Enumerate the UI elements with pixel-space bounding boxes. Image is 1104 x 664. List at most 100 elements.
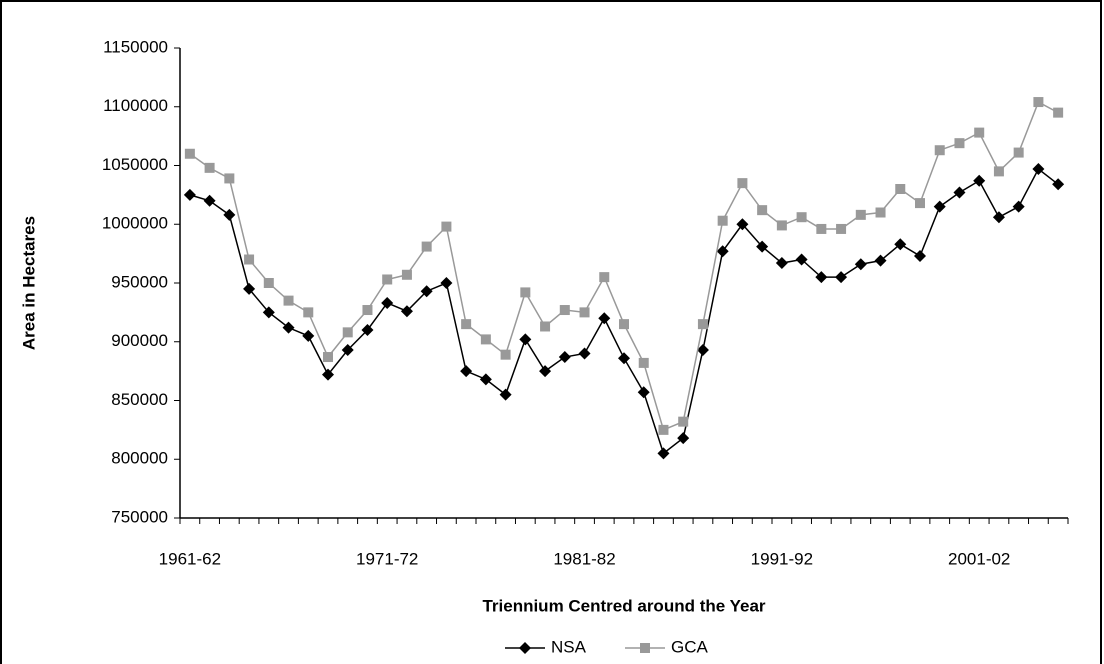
y-tick-label: 1100000 [103, 96, 168, 115]
data-point [974, 127, 985, 138]
data-point [579, 307, 590, 318]
data-point [933, 200, 946, 213]
data-point [598, 312, 611, 325]
data-point [697, 319, 708, 330]
data-point [204, 162, 215, 173]
data-point [737, 178, 748, 189]
data-point [795, 253, 808, 266]
data-point [361, 324, 374, 336]
data-point [855, 209, 866, 220]
data-point [323, 352, 333, 363]
data-point [717, 215, 728, 226]
x-tick-label: 1971-72 [356, 549, 418, 568]
data-point [1012, 200, 1025, 213]
x-tick-label: 2001-02 [948, 549, 1010, 568]
data-point [757, 205, 768, 216]
data-point [558, 351, 571, 364]
data-point [894, 238, 907, 251]
data-point [283, 295, 294, 306]
data-point [499, 388, 512, 401]
data-point [1053, 107, 1064, 118]
data-point [243, 282, 256, 295]
data-point [262, 306, 275, 319]
data-point [836, 223, 847, 234]
legend-marker [519, 642, 531, 654]
data-point [619, 319, 629, 330]
data-point [184, 148, 195, 159]
data-point [559, 305, 570, 316]
data-point [578, 347, 591, 360]
data-point [796, 212, 807, 223]
data-point [382, 274, 393, 285]
data-point [244, 254, 255, 265]
data-point [540, 321, 551, 332]
data-point [400, 305, 413, 318]
data-point [953, 186, 966, 199]
data-point [421, 241, 432, 252]
data-point [302, 329, 315, 342]
legend-label: GCA [671, 637, 709, 656]
data-point [934, 145, 945, 156]
data-point [915, 198, 925, 209]
legend-marker [640, 643, 650, 653]
data-point [716, 245, 729, 258]
data-point [223, 208, 236, 221]
data-point [776, 220, 787, 231]
data-point [992, 211, 1005, 224]
x-axis-title: Triennium Centred around the Year [482, 596, 765, 615]
data-point [775, 257, 788, 270]
data-point [914, 249, 926, 262]
data-point [519, 333, 532, 346]
data-point [441, 221, 452, 232]
data-point [440, 277, 453, 289]
data-point [678, 416, 689, 427]
data-point [539, 365, 552, 378]
data-point [341, 343, 354, 356]
data-point [460, 365, 473, 378]
data-point [1033, 97, 1044, 108]
data-point [1052, 178, 1065, 191]
data-point [815, 271, 828, 284]
data-point [993, 166, 1004, 177]
y-axis-title: Area in Hectares [19, 216, 38, 350]
data-point [500, 349, 511, 360]
data-point [973, 174, 986, 187]
data-point [203, 194, 216, 207]
data-point [854, 258, 867, 271]
data-point [835, 271, 848, 284]
data-point [479, 373, 492, 386]
data-point [875, 207, 886, 218]
legend-label: NSA [551, 637, 587, 656]
data-point [342, 327, 353, 338]
y-tick-label: 750000 [111, 507, 168, 526]
data-point [224, 173, 235, 184]
data-point [322, 368, 334, 381]
data-point [677, 432, 690, 445]
y-tick-label: 850000 [111, 390, 168, 409]
data-point [657, 447, 670, 460]
y-tick-label: 1050000 [102, 155, 168, 174]
x-tick-label: 1961-62 [159, 549, 221, 568]
y-tick-label: 800000 [111, 449, 168, 468]
data-point [954, 138, 965, 149]
y-tick-label: 950000 [111, 272, 168, 291]
data-point [461, 319, 472, 330]
data-point [1032, 163, 1045, 176]
data-point [520, 287, 531, 298]
x-tick-label: 1991-92 [751, 549, 813, 568]
data-point [637, 386, 650, 399]
data-point [874, 254, 887, 267]
y-tick-label: 1000000 [102, 214, 168, 233]
data-point [263, 278, 274, 288]
data-point [599, 272, 610, 283]
data-point [282, 321, 295, 334]
data-point [756, 240, 769, 253]
data-point [362, 305, 373, 316]
data-point [480, 334, 491, 345]
data-point [696, 343, 709, 356]
data-point [895, 184, 906, 194]
data-point [638, 357, 649, 368]
